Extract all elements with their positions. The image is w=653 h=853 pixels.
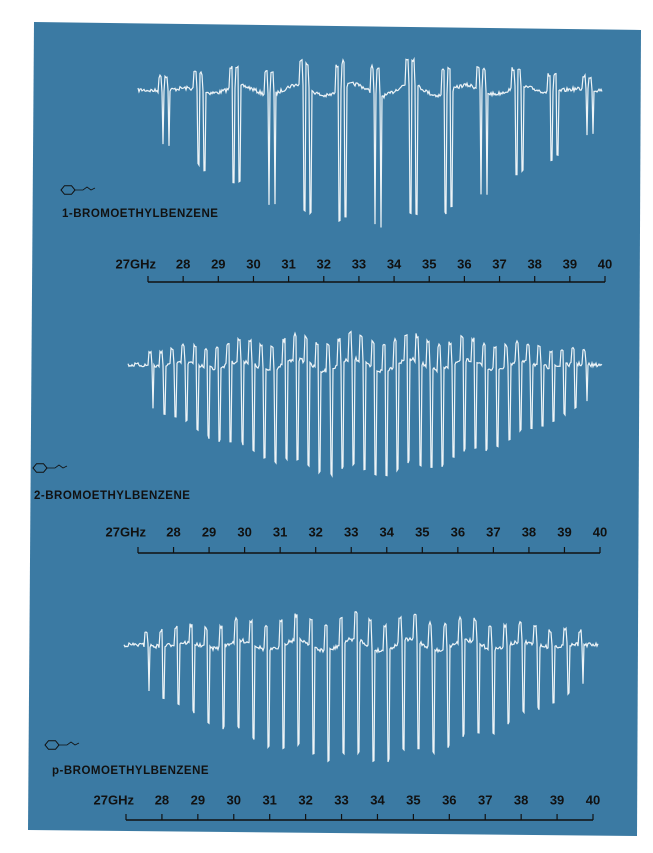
tick-label: 31 <box>262 792 276 807</box>
tick-label: 31 <box>281 256 295 271</box>
spectrum-trace <box>127 330 603 478</box>
compound-name: 1-BROMOETHYLBENZENE <box>62 208 218 220</box>
tick-label: 37 <box>492 256 506 271</box>
tick-label: 29 <box>202 524 216 539</box>
compound-name: 2-BROMOETHYLBENZENE <box>34 490 190 502</box>
tick-label: 37 <box>478 792 492 807</box>
molecule-chain <box>59 741 80 746</box>
tick-label: 37 <box>486 524 500 539</box>
blue-panel <box>28 22 641 836</box>
spectrum-panel: p-BROMOETHYLBENZENE 27GHz 28 29 30 31 32 33 34 35… <box>44 610 600 821</box>
spectrum-panel: 2-BROMOETHYLBENZENE 27GHz 28 29 30 31 32 33 34 35… <box>32 330 607 554</box>
spectrum-trace <box>137 56 603 228</box>
molecule-chain <box>47 464 68 469</box>
tick-label: 32 <box>298 792 312 807</box>
compound-name: p-BROMOETHYLBENZENE <box>52 765 209 777</box>
tick-label: 30 <box>246 256 260 271</box>
tick-label: 34 <box>387 256 402 271</box>
tick-label: 27GHz <box>106 524 147 539</box>
tick-label: 39 <box>550 792 564 807</box>
tick-label: 27GHz <box>116 256 157 271</box>
tick-label: 38 <box>522 524 536 539</box>
tick-label: 36 <box>442 792 456 807</box>
tick-label: 29 <box>211 256 225 271</box>
tick-label: 32 <box>317 256 331 271</box>
molecule-icon <box>32 463 48 473</box>
tick-label: 36 <box>457 256 471 271</box>
tick-label: 34 <box>370 792 385 807</box>
tick-label: 33 <box>334 792 348 807</box>
tick-label: 39 <box>557 524 571 539</box>
tick-label: 35 <box>415 524 429 539</box>
tick-label: 38 <box>514 792 528 807</box>
tick-label: 40 <box>598 256 612 271</box>
tick-label: 40 <box>586 792 600 807</box>
tick-label: 30 <box>237 524 251 539</box>
tick-label: 27GHz <box>94 792 135 807</box>
tick-label: 39 <box>563 256 577 271</box>
molecule-chain <box>75 186 96 191</box>
tick-label: 28 <box>176 256 190 271</box>
tick-label: 28 <box>166 524 180 539</box>
tick-label: 31 <box>273 524 287 539</box>
spectrum-panel: 1-BROMOETHYLBENZENE 27GHz 28 29 30 31 32 33 34 35… <box>60 56 612 283</box>
tick-label: 28 <box>155 792 169 807</box>
molecule-icon <box>60 185 76 195</box>
tick-label: 36 <box>451 524 465 539</box>
tick-label: 30 <box>227 792 241 807</box>
tick-label: 32 <box>308 524 322 539</box>
content: 1-BROMOETHYLBENZENE 27GHz 28 29 30 31 32 33 34 35… <box>32 56 612 821</box>
spectrum-trace <box>123 610 599 763</box>
tick-label: 35 <box>422 256 436 271</box>
tick-label: 33 <box>344 524 358 539</box>
molecule-icon <box>44 740 60 750</box>
tick-label: 34 <box>380 524 395 539</box>
tick-label: 29 <box>191 792 205 807</box>
tick-label: 38 <box>527 256 541 271</box>
tick-label: 35 <box>406 792 420 807</box>
tick-label: 40 <box>593 524 607 539</box>
tick-label: 33 <box>352 256 366 271</box>
